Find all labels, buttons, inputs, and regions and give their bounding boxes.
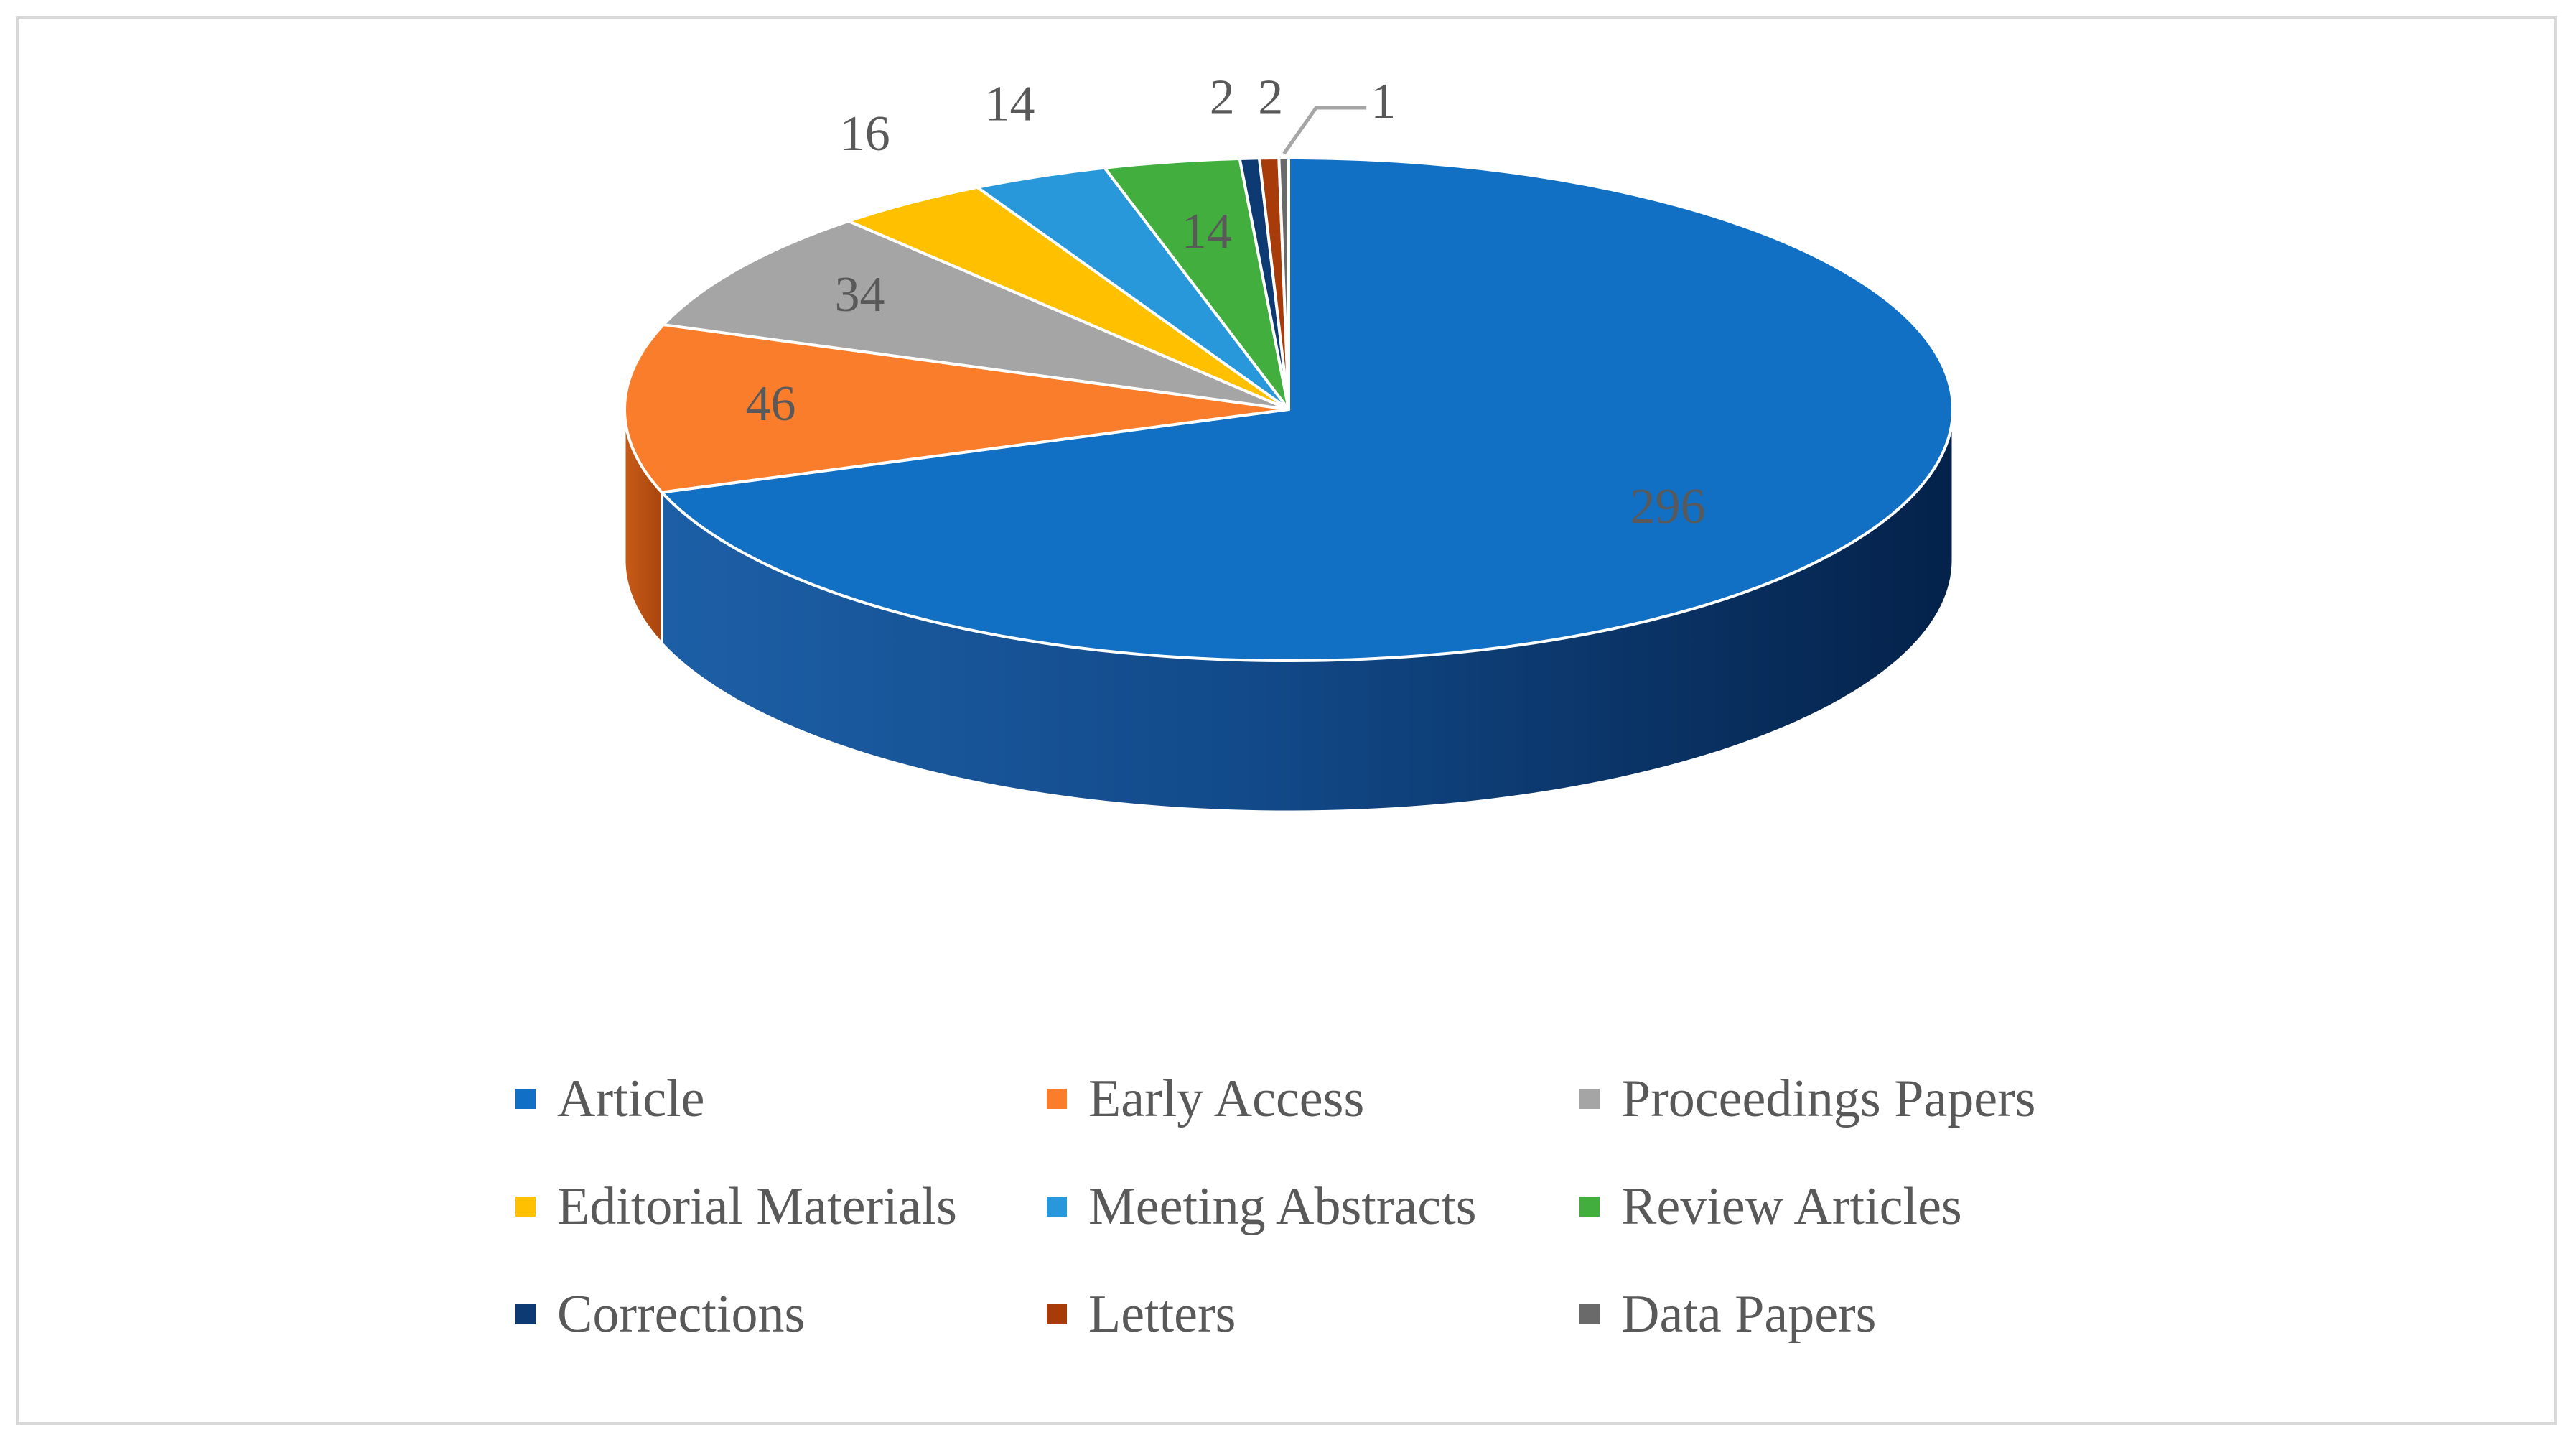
- pie-slice-proceedings-papers: [662, 219, 1290, 411]
- legend-label-letters: Letters: [1088, 1284, 1236, 1344]
- data-label-proceedings-papers: 34: [835, 267, 885, 322]
- legend-label-early-access: Early Access: [1088, 1069, 1365, 1128]
- legend-swatch-early-access: [1047, 1089, 1067, 1109]
- pie-slice-early-access: [623, 323, 1290, 494]
- legend-swatch-meeting-abstracts: [1047, 1197, 1067, 1217]
- legend-label-editorial-materials: Editorial Materials: [557, 1176, 957, 1236]
- pie-slice-meeting-abstracts: [976, 166, 1290, 411]
- legend-swatch-letters: [1047, 1304, 1067, 1324]
- data-label-review-articles: 14: [1182, 204, 1232, 259]
- legend-item-corrections: Corrections: [515, 1278, 805, 1350]
- legend-label-proceedings-papers: Proceedings Papers: [1621, 1069, 2036, 1128]
- legend-item-letters: Letters: [1047, 1278, 1236, 1350]
- leader-line-data-papers: [1282, 106, 1367, 155]
- data-label-editorial-materials: 16: [840, 106, 890, 162]
- legend-swatch-review-articles: [1579, 1197, 1600, 1217]
- data-label-corrections: 2: [1210, 70, 1235, 126]
- legend-label-meeting-abstracts: Meeting Abstracts: [1088, 1176, 1477, 1236]
- legend-item-review-articles: Review Articles: [1579, 1171, 1962, 1242]
- legend-label-review-articles: Review Articles: [1621, 1176, 1962, 1236]
- data-label-article: 296: [1630, 479, 1706, 534]
- pie-slice-editorial-materials: [847, 185, 1290, 411]
- data-label-letters: 2: [1258, 70, 1283, 125]
- pie-slice-article: [660, 157, 1954, 662]
- legend-item-proceedings-papers: Proceedings Papers: [1579, 1063, 2035, 1135]
- data-label-data-papers: 1: [1371, 74, 1396, 129]
- legend-label-article: Article: [557, 1069, 705, 1128]
- legend-swatch-editorial-materials: [515, 1197, 536, 1217]
- legend-label-corrections: Corrections: [557, 1284, 806, 1344]
- legend-swatch-article: [515, 1089, 536, 1109]
- legend-label-data-papers: Data Papers: [1621, 1284, 1877, 1344]
- legend-item-data-papers: Data Papers: [1579, 1278, 1876, 1350]
- legend-item-article: Article: [515, 1063, 704, 1135]
- legend-item-meeting-abstracts: Meeting Abstracts: [1047, 1171, 1477, 1242]
- legend-item-editorial-materials: Editorial Materials: [515, 1171, 957, 1242]
- legend-swatch-data-papers: [1579, 1304, 1600, 1324]
- pie-slice-review-articles: [1103, 157, 1290, 411]
- pie-slice-data-papers: [1277, 157, 1290, 411]
- data-label-early-access: 46: [746, 376, 796, 432]
- legend-item-early-access: Early Access: [1047, 1063, 1364, 1135]
- legend-swatch-corrections: [515, 1304, 536, 1324]
- data-label-meeting-abstracts: 14: [985, 77, 1035, 132]
- legend-swatch-proceedings-papers: [1579, 1089, 1600, 1109]
